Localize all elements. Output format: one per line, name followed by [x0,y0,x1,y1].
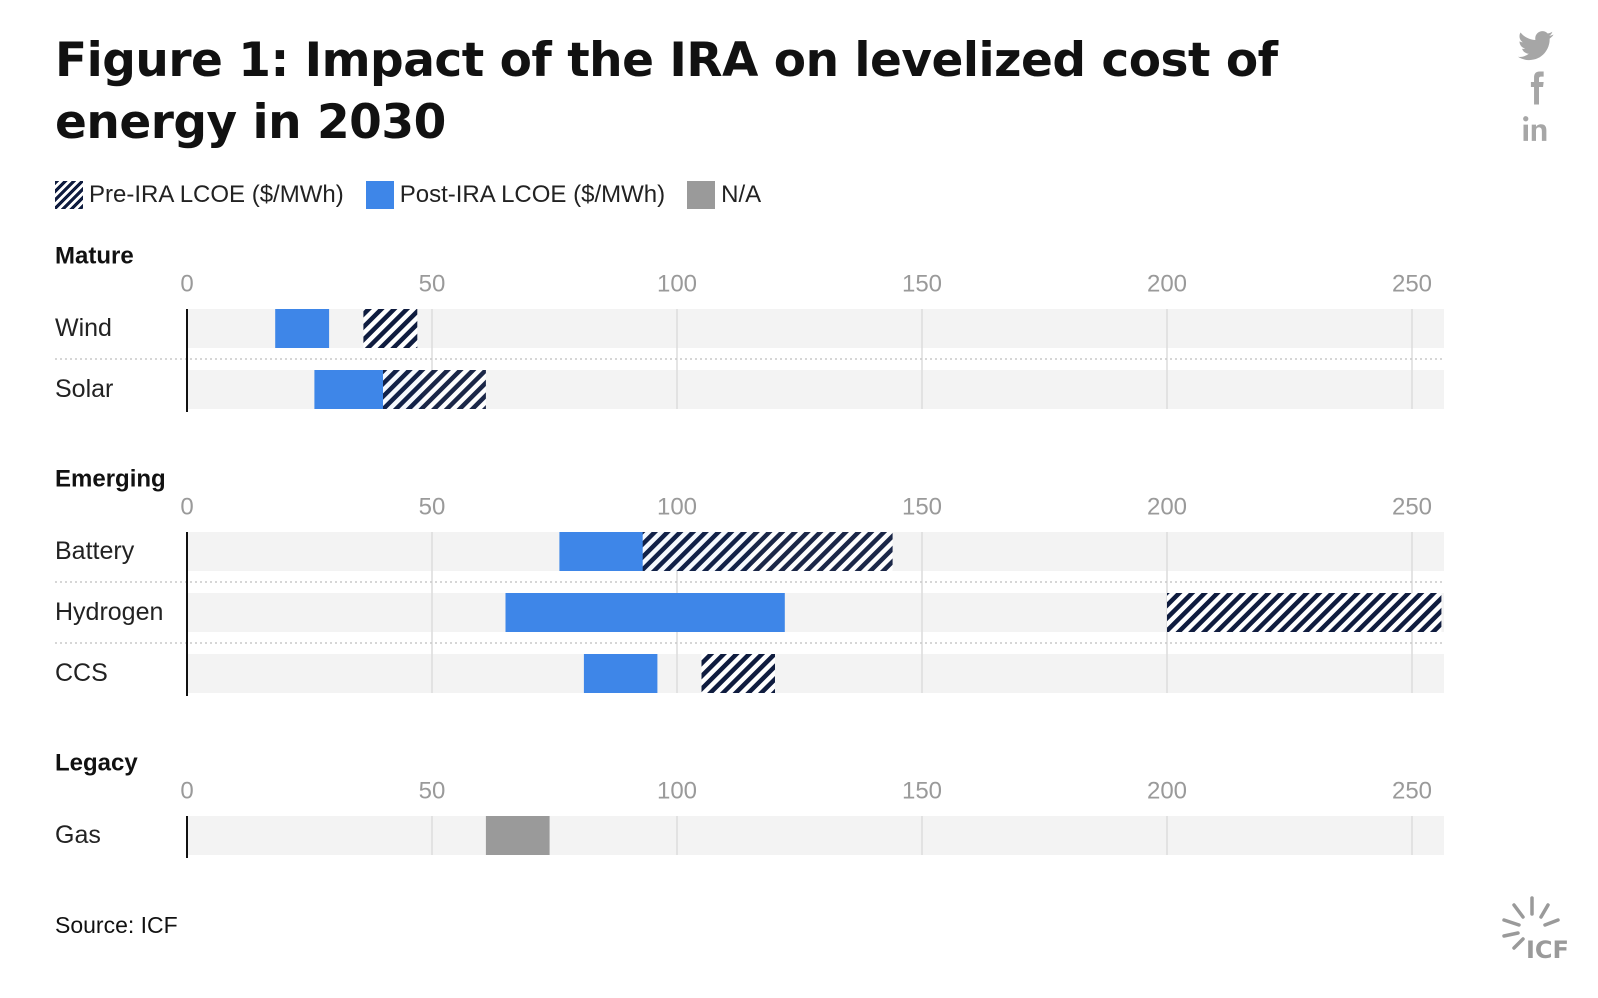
group-label-mature: Mature [55,242,134,269]
svg-text:ICF: ICF [1526,936,1569,962]
facebook-icon[interactable] [1526,70,1546,106]
row-label-battery: Battery [55,537,135,565]
bar-post-ira-hydrogen [505,593,785,632]
row-label-hydrogen: Hydrogen [55,598,163,626]
row-label-solar: Solar [55,375,113,403]
legend: Pre-IRA LCOE ($/MWh) Post-IRA LCOE ($/MW… [55,178,783,212]
legend-swatch-na [687,181,716,209]
legend-item-pre-ira: Pre-IRA LCOE ($/MWh) [55,181,344,209]
legend-swatch-pre-ira [55,181,83,209]
legend-item-na: N/A [687,181,761,209]
tick-label-mature-200: 200 [1147,270,1187,297]
group-label-emerging: Emerging [55,465,166,492]
row-track-ccs [187,654,1444,693]
share-bar [1514,30,1558,152]
tick-label-mature-0: 0 [180,270,193,297]
bar-pre-ira-hydrogen [1167,593,1442,632]
bar-pre-ira-solar [383,370,486,409]
bar-post-ira-wind [275,309,330,348]
source-note: Source: ICF [55,912,178,938]
tick-label-mature-250: 250 [1392,270,1432,297]
tick-label-emerging-250: 250 [1392,493,1432,520]
tick-label-mature-150: 150 [902,270,942,297]
bar-post-ira-ccs [583,654,658,693]
bar-pre-ira-ccs [701,654,775,693]
legend-label-pre-ira: Pre-IRA LCOE ($/MWh) [89,181,344,208]
tick-label-emerging-0: 0 [180,493,193,520]
bar-pre-ira-wind [363,309,418,348]
legend-item-post-ira: Post-IRA LCOE ($/MWh) [365,181,666,209]
tick-label-mature-100: 100 [657,270,697,297]
tick-label-legacy-200: 200 [1147,777,1187,804]
icf-logo: ICF [1502,896,1569,962]
twitter-icon[interactable] [1518,30,1554,62]
tick-label-emerging-150: 150 [902,493,942,520]
legend-label-na: N/A [721,181,762,208]
linkedin-icon[interactable] [1521,114,1551,144]
tick-label-legacy-0: 0 [180,777,193,804]
row-label-gas: Gas [55,821,101,849]
bar-pre-ira-battery [642,532,893,571]
tick-label-legacy-50: 50 [419,777,446,804]
tick-label-emerging-50: 50 [419,493,446,520]
row-track-gas [187,816,1444,855]
tick-label-emerging-200: 200 [1147,493,1187,520]
legend-swatch-post-ira [365,181,394,209]
legend-label-post-ira: Post-IRA LCOE ($/MWh) [399,181,666,208]
tick-label-emerging-100: 100 [657,493,697,520]
chart-title: Figure 1: Impact of the IRA on levelized… [55,33,1278,150]
tick-label-mature-50: 50 [419,270,446,297]
row-label-wind: Wind [55,314,112,342]
tick-label-legacy-150: 150 [902,777,942,804]
tick-label-legacy-100: 100 [657,777,697,804]
bar-na-gas [485,816,550,855]
row-label-ccs: CCS [55,659,108,687]
group-label-legacy: Legacy [55,749,138,776]
tick-label-legacy-250: 250 [1392,777,1432,804]
